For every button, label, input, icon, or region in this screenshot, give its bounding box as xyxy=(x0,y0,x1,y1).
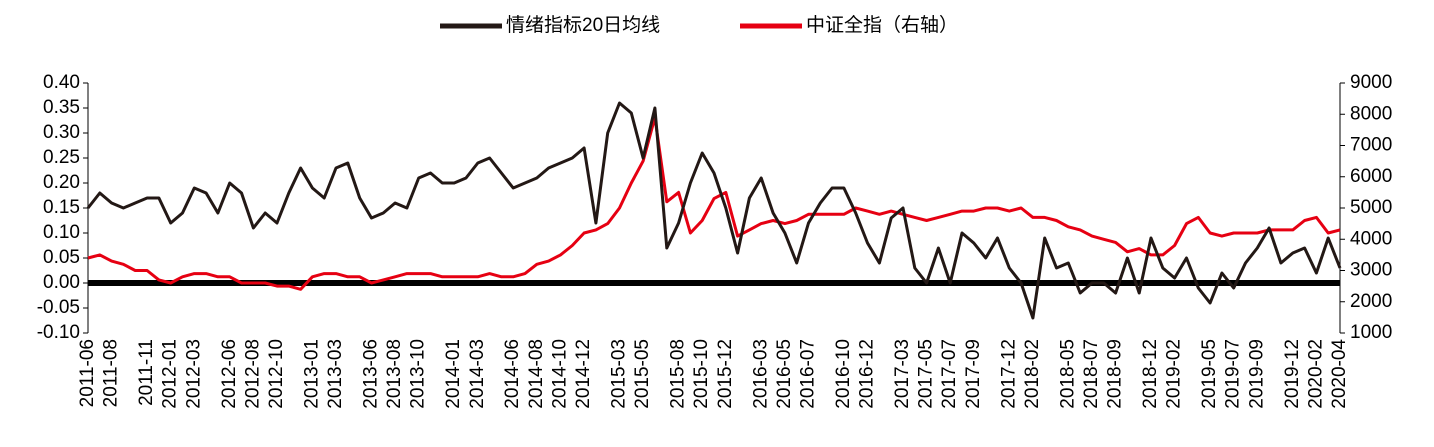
legend-label: 中证全指（右轴） xyxy=(806,14,958,36)
x-tick-label: 2018-09 xyxy=(1105,339,1126,409)
x-tick-label: 2012-06 xyxy=(219,339,240,409)
x-tick-label: 2018-05 xyxy=(1057,339,1078,409)
x-tick-label: 2019-12 xyxy=(1282,339,1303,409)
x-tick-label: 2019-07 xyxy=(1223,339,1244,409)
x-tick-label: 2015-03 xyxy=(609,339,630,409)
x-tick-label: 2017-07 xyxy=(939,339,960,409)
x-tick-label: 2013-01 xyxy=(301,339,322,409)
x-tick-label: 2011-11 xyxy=(136,339,157,406)
x-tick-label: 2018-12 xyxy=(1140,339,1161,409)
x-tick-label: 2019-02 xyxy=(1164,339,1185,409)
x-tick-label: 2014-01 xyxy=(443,339,464,409)
y-tick-label: 0.30 xyxy=(43,122,80,143)
y-tick-label: -0.05 xyxy=(37,297,80,318)
x-tick-label: 2016-12 xyxy=(857,339,878,409)
y-tick-label: 0.35 xyxy=(43,97,80,118)
x-tick-label: 2014-12 xyxy=(573,339,594,409)
x-tick-label: 2016-10 xyxy=(833,339,854,409)
x-tick-label: 2012-03 xyxy=(183,339,204,409)
x-tick-label: 2011-06 xyxy=(77,339,98,407)
y2-tick-label: 9000 xyxy=(1350,72,1392,93)
y2-tick-label: 2000 xyxy=(1350,291,1392,312)
x-tick-label: 2014-06 xyxy=(502,339,523,409)
x-tick-label: 2017-03 xyxy=(892,339,913,409)
x-tick-label: 2015-08 xyxy=(668,339,689,409)
y-tick-label: 0.00 xyxy=(43,272,80,293)
y2-tick-label: 8000 xyxy=(1350,103,1392,124)
y2-tick-label: 5000 xyxy=(1350,197,1392,218)
x-tick-label: 2012-01 xyxy=(160,339,181,409)
x-tick-label: 2016-05 xyxy=(774,339,795,409)
legend-label: 情绪指标20日均线 xyxy=(506,14,660,36)
series-line xyxy=(87,115,1341,291)
x-tick-label: 2011-08 xyxy=(101,339,122,407)
x-tick-label: 2017-05 xyxy=(916,339,937,409)
y-tick-label: 0.25 xyxy=(43,147,80,168)
x-tick-label: 2019-05 xyxy=(1199,339,1220,409)
y2-tick-label: 7000 xyxy=(1350,135,1392,156)
x-tick-label: 2020-02 xyxy=(1305,339,1326,409)
y-tick-label: 0.15 xyxy=(43,197,80,218)
y2-tick-label: 4000 xyxy=(1350,228,1392,249)
x-tick-label: 2013-03 xyxy=(325,339,346,409)
y2-tick-label: 3000 xyxy=(1350,260,1392,281)
x-tick-label: 2013-10 xyxy=(408,339,429,409)
x-tick-label: 2014-03 xyxy=(467,339,488,409)
y-tick-label: 0.10 xyxy=(43,222,80,243)
y-tick-label: 0.05 xyxy=(43,247,80,268)
x-tick-label: 2017-09 xyxy=(963,339,984,409)
series-line xyxy=(86,101,1342,320)
x-tick-label: 2015-05 xyxy=(632,339,653,409)
x-tick-label: 2014-10 xyxy=(549,339,570,409)
x-tick-label: 2020-04 xyxy=(1329,339,1350,409)
y-tick-label: 0.20 xyxy=(43,172,80,193)
x-tick-label: 2016-07 xyxy=(798,339,819,409)
y2-tick-label: 6000 xyxy=(1350,166,1392,187)
y-tick-label: 0.40 xyxy=(43,72,80,93)
x-tick-label: 2018-02 xyxy=(1022,339,1043,409)
y2-tick-label: 1000 xyxy=(1350,322,1392,343)
x-tick-label: 2017-12 xyxy=(998,339,1019,409)
x-tick-label: 2015-12 xyxy=(715,339,736,409)
x-tick-label: 2016-03 xyxy=(750,339,771,409)
x-tick-label: 2014-08 xyxy=(526,339,547,409)
x-tick-label: 2013-08 xyxy=(384,339,405,409)
x-tick-label: 2015-10 xyxy=(691,339,712,409)
x-tick-label: 2012-10 xyxy=(266,339,287,409)
x-tick-label: 2019-09 xyxy=(1246,339,1267,409)
x-tick-label: 2012-08 xyxy=(242,339,263,409)
y-tick-label: -0.10 xyxy=(37,322,80,343)
x-tick-label: 2018-07 xyxy=(1081,339,1102,409)
x-tick-label: 2013-06 xyxy=(360,339,381,409)
